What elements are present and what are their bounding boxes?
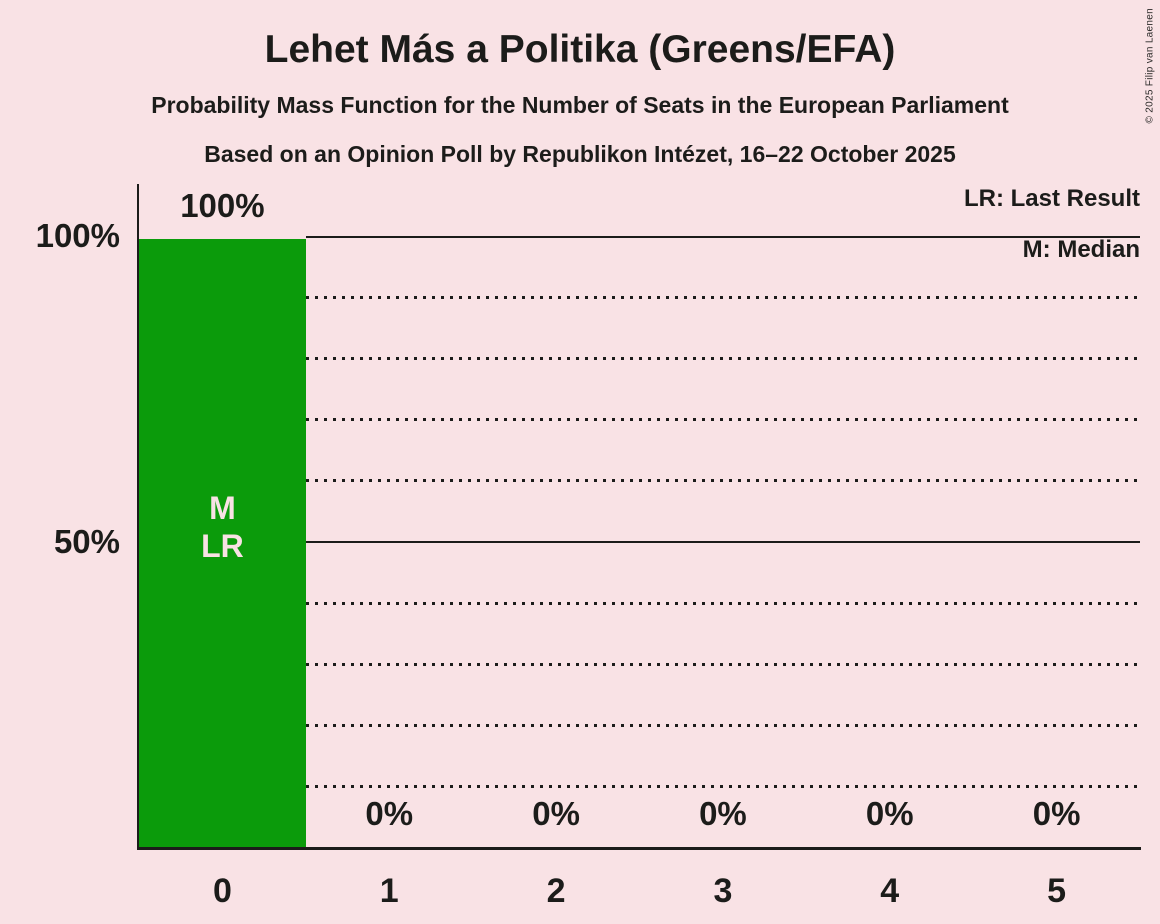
legend-median: M: Median <box>1022 236 1140 263</box>
bar-seats-0 <box>139 239 306 847</box>
gridline-dotted-70pct <box>305 418 1140 422</box>
chart-title: Lehet Más a Politika (Greens/EFA) <box>264 28 896 71</box>
y-tick-label-100pct: 100% <box>35 217 120 254</box>
y-tick-label-50pct: 50% <box>53 522 120 560</box>
gridline-dotted-90pct <box>305 296 1140 300</box>
gridline-solid-50pct <box>305 540 1140 543</box>
bar-annotation-line: M <box>209 490 236 526</box>
x-tick-label-4: 4 <box>880 872 900 910</box>
x-tick-label-0: 0 <box>212 872 232 910</box>
gridline-dotted-60pct <box>305 479 1140 483</box>
x-tick-label-2: 2 <box>546 872 566 910</box>
gridline-dotted-30pct <box>305 662 1140 666</box>
gridline-dotted-40pct <box>305 601 1140 605</box>
x-tick-label-1: 1 <box>379 872 399 910</box>
gridline-dotted-20pct <box>305 723 1140 727</box>
chart-subtitle: Probability Mass Function for the Number… <box>151 92 1009 118</box>
bar-annotation-line: LR <box>201 528 244 564</box>
bar-value-label-seats-4: 0% <box>865 795 914 832</box>
bar-value-label-seats-1: 0% <box>365 795 414 832</box>
legend-last-result: LR: Last Result <box>963 185 1140 212</box>
x-tick-label-5: 5 <box>1047 872 1067 910</box>
chart-source-line: Based on an Opinion Poll by Republikon I… <box>204 141 956 167</box>
copyright-notice: © 2025 Filip van Laenen <box>1144 8 1155 124</box>
y-axis-line <box>137 184 139 850</box>
gridline-dotted-10pct <box>305 784 1140 788</box>
gridline-dotted-80pct <box>305 357 1140 361</box>
bar-annotation-seats-0: M LR <box>139 489 306 565</box>
x-axis-line <box>137 847 1141 850</box>
bar-value-label-seats-3: 0% <box>699 795 747 832</box>
bar-value-label-seats-0: 100% <box>180 187 265 224</box>
plot-area: 100% M LR 0 0% 1 0% 2 0% 3 0% 4 0% 5 <box>139 187 1140 910</box>
bar-value-label-seats-5: 0% <box>1032 795 1081 832</box>
x-tick-label-3: 3 <box>713 872 733 910</box>
gridline-solid-100pct <box>305 236 1140 238</box>
bar-value-label-seats-2: 0% <box>532 795 580 832</box>
